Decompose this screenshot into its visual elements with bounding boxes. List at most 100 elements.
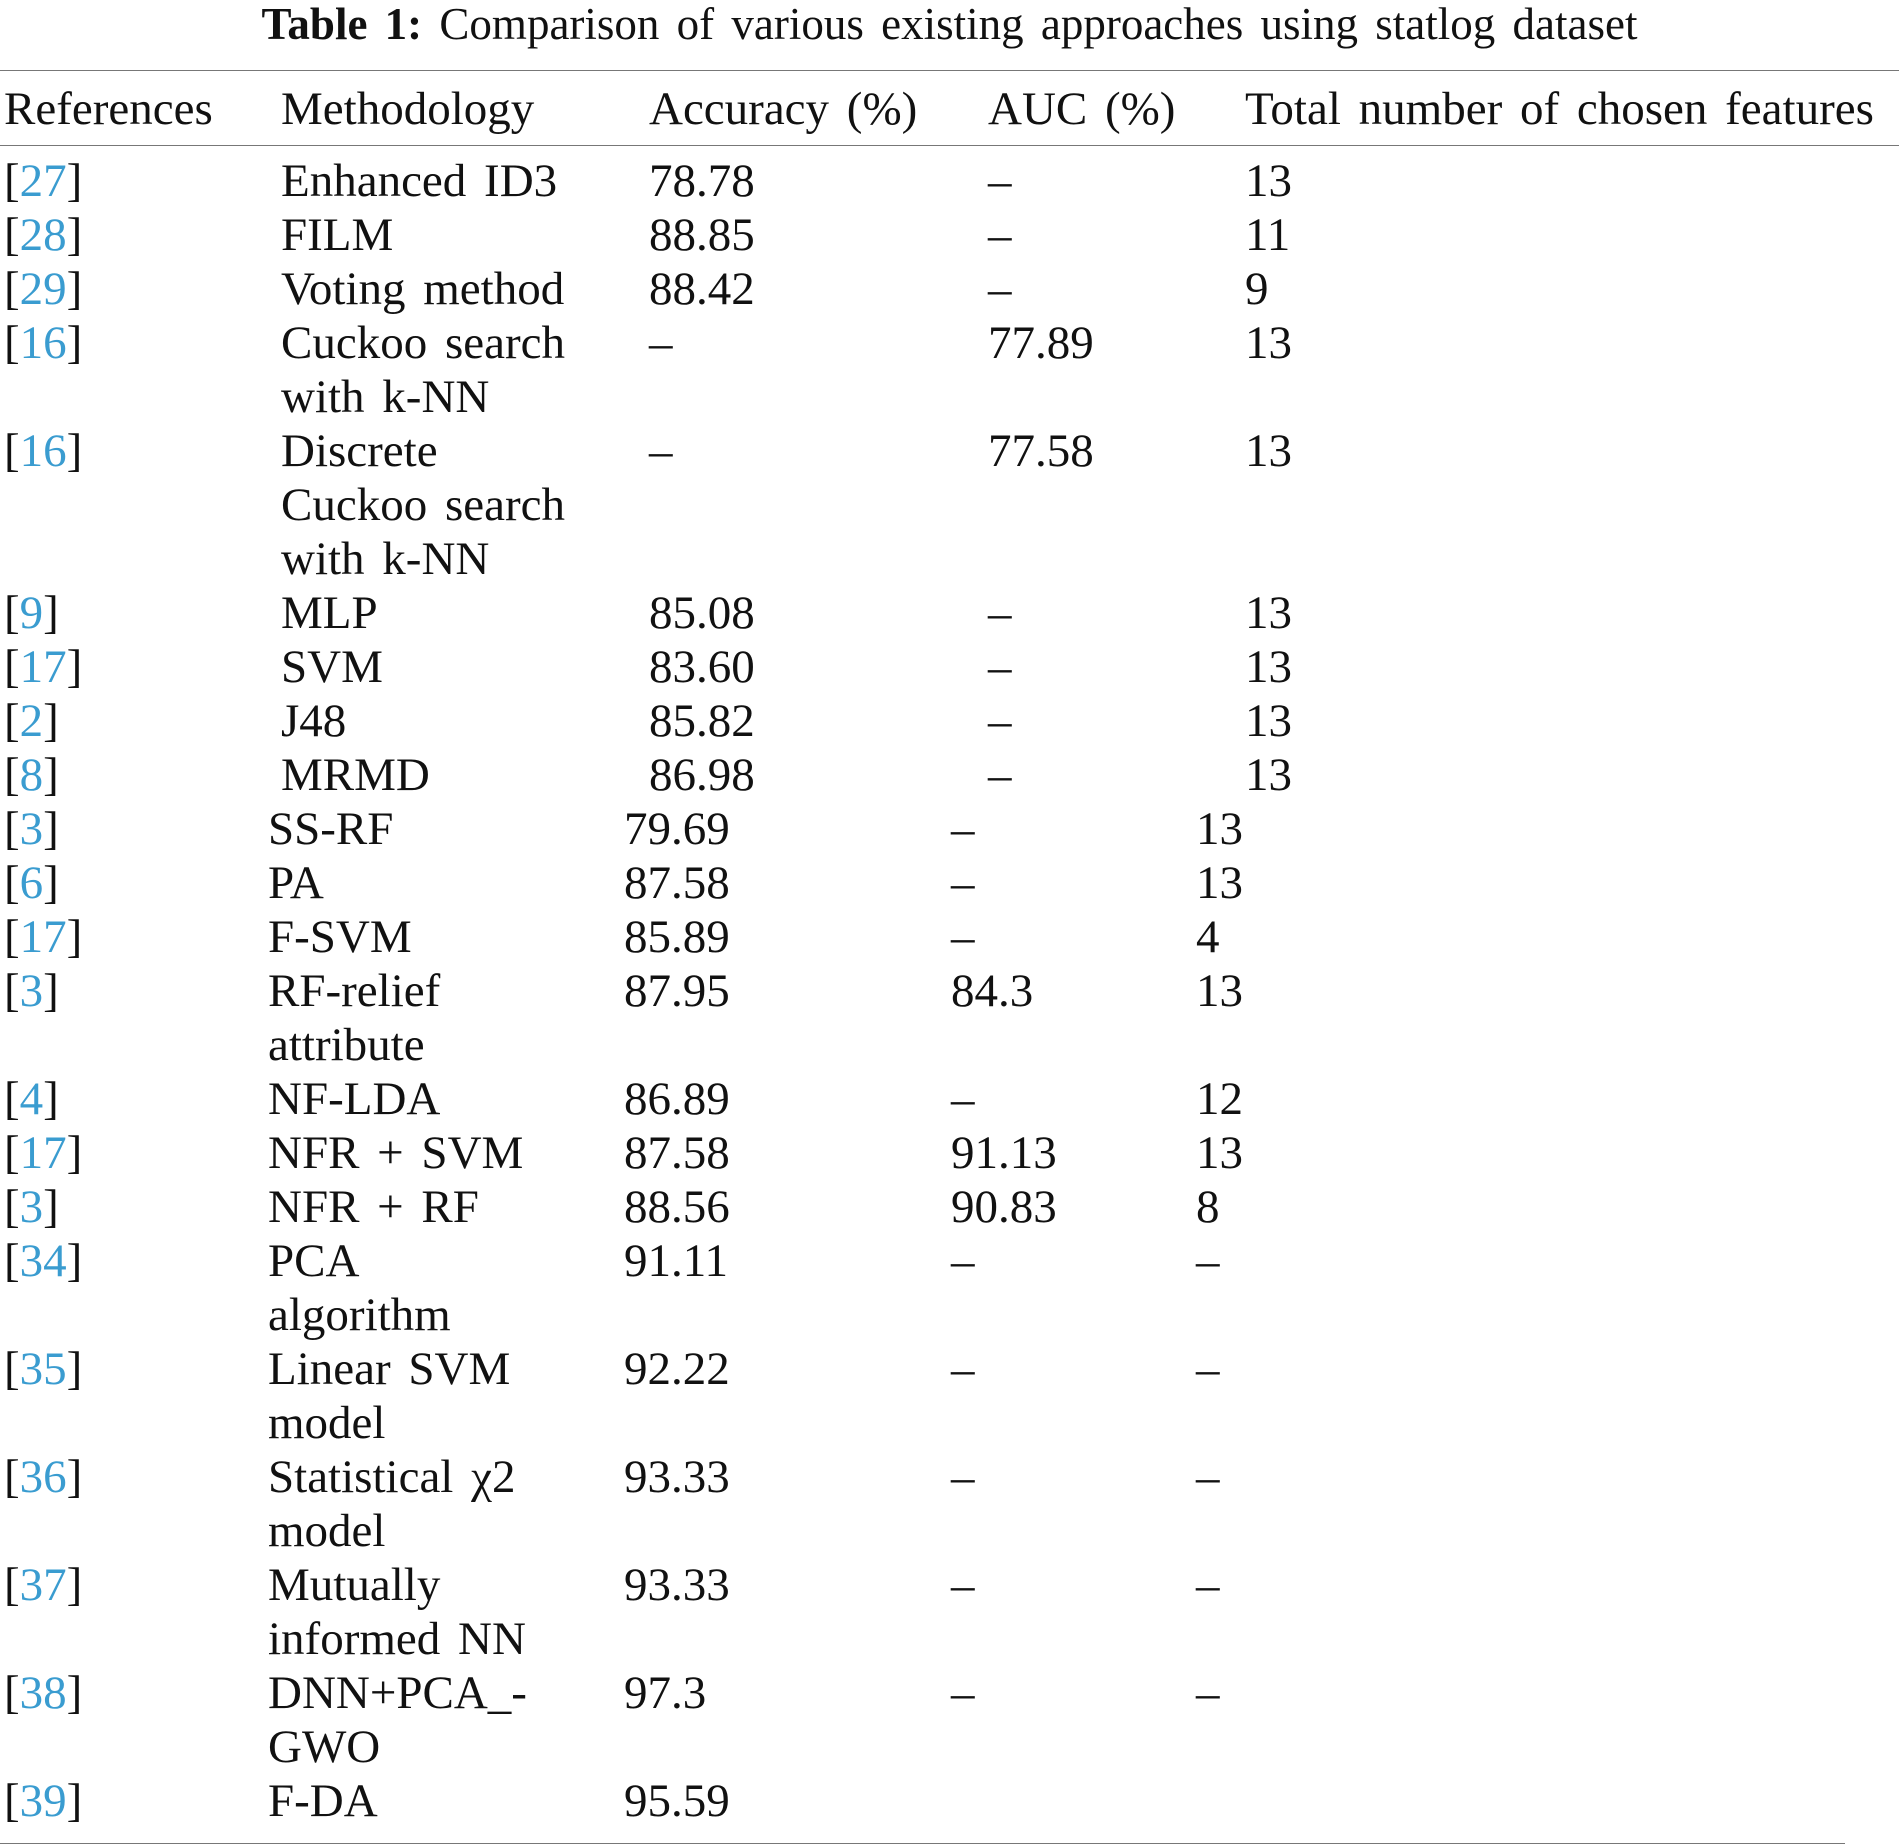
reference-link[interactable]: 16 [19,425,67,477]
features-cell: – [1196,1667,1220,1719]
methodology-cell: MLP [281,586,378,640]
accuracy-cell: – [649,425,673,477]
methodology-cell: Enhanced ID3 [281,154,557,208]
accuracy-cell: 79.69 [624,803,730,855]
features-cell: 13 [1245,425,1292,477]
auc-cell: 91.13 [951,1127,1057,1179]
reference-open-bracket: [ [4,965,20,1017]
table-row: [39] F-DA 95.59 [0,1774,1899,1828]
reference-close-bracket: ] [43,587,59,639]
reference-close-bracket: ] [66,1127,83,1179]
reference-link[interactable]: 17 [19,911,67,963]
features-cell: 9 [1245,263,1269,315]
reference-link[interactable]: 3 [19,803,44,855]
methodology-line: Voting method [281,263,565,315]
reference-link[interactable]: 17 [19,641,67,693]
methodology-line: RF-relief [268,965,441,1017]
methodology-line: NFR + RF [268,1181,479,1233]
reference-cell: [17] [4,910,82,964]
reference-link[interactable]: 9 [19,587,44,639]
reference-link[interactable]: 35 [19,1343,67,1395]
reference-open-bracket: [ [4,911,20,963]
reference-link[interactable]: 38 [19,1667,67,1719]
reference-link[interactable]: 8 [19,749,44,801]
reference-link[interactable]: 6 [19,857,44,909]
auc-cell: – [988,749,1012,801]
features-cell: 13 [1245,587,1292,639]
auc-cell: – [951,1073,975,1125]
accuracy-cell: 91.11 [624,1235,729,1287]
table-row: [17] F-SVM 85.89 – 4 [0,910,1899,964]
reference-open-bracket: [ [4,695,20,747]
table-row: [36] Statistical χ2 model 93.33 – – [0,1450,1899,1558]
accuracy-cell: 83.60 [649,641,755,693]
table-caption-label: Table 1: [261,0,423,49]
table-row: [16] Cuckoo search with k-NN – 77.89 13 [0,316,1899,424]
accuracy-cell: 87.58 [624,857,730,909]
reference-open-bracket: [ [4,155,20,207]
methodology-line: F-SVM [268,911,412,963]
methodology-cell: SS-RF [268,802,393,856]
accuracy-cell: 78.78 [649,155,755,207]
reference-link[interactable]: 28 [19,209,67,261]
accuracy-cell: 88.42 [649,263,755,315]
reference-cell: [16] [4,316,82,370]
methodology-cell: Linear SVM model [268,1342,510,1450]
methodology-line: with k-NN [281,371,490,423]
reference-open-bracket: [ [4,587,20,639]
table-row: [2] J48 85.82 – 13 [0,694,1899,748]
reference-link[interactable]: 37 [19,1559,67,1611]
methodology-line: informed NN [268,1613,526,1665]
header-methodology: Methodology [281,83,535,135]
accuracy-cell: 95.59 [624,1775,730,1827]
methodology-cell: Cuckoo search with k-NN [281,316,565,424]
reference-open-bracket: [ [4,641,20,693]
table-row: [6] PA 87.58 – 13 [0,856,1899,910]
methodology-cell: Discrete Cuckoo search with k-NN [281,424,565,586]
features-cell: – [1196,1343,1220,1395]
methodology-line: SVM [281,641,383,693]
reference-cell: [17] [4,1126,82,1180]
reference-link[interactable]: 17 [19,1127,67,1179]
accuracy-cell: 87.58 [624,1127,730,1179]
reference-link[interactable]: 16 [19,317,67,369]
methodology-cell: Voting method [281,262,564,316]
auc-cell: – [988,641,1012,693]
auc-cell: – [988,587,1012,639]
methodology-line: MRMD [281,749,430,801]
reference-link[interactable]: 3 [19,965,44,1017]
methodology-cell: PA [268,856,324,910]
reference-link[interactable]: 2 [19,695,44,747]
reference-open-bracket: [ [4,317,20,369]
reference-link[interactable]: 4 [19,1073,44,1125]
header-total-features: Total number of chosen features [1245,83,1874,135]
methodology-line: NF-LDA [268,1073,441,1125]
reference-close-bracket: ] [66,641,83,693]
methodology-line: SS-RF [268,803,394,855]
reference-link[interactable]: 39 [19,1775,67,1827]
methodology-cell: Statistical χ2 model [268,1450,515,1558]
reference-link[interactable]: 36 [19,1451,67,1503]
features-cell: 13 [1196,803,1243,855]
methodology-cell: NF-LDA [268,1072,440,1126]
reference-cell: [27] [4,154,82,208]
table-bottom-rule [0,1843,1845,1844]
auc-cell: – [951,1559,975,1611]
table-caption: Table 1: Comparison of various existing … [0,0,1899,48]
reference-link[interactable]: 3 [19,1181,44,1233]
features-cell: 13 [1245,749,1292,801]
reference-link[interactable]: 29 [19,263,67,315]
methodology-line: MLP [281,587,378,639]
methodology-line: PA [268,857,324,909]
auc-cell: – [988,263,1012,315]
reference-link[interactable]: 34 [19,1235,67,1287]
reference-cell: [6] [4,856,59,910]
reference-close-bracket: ] [66,155,83,207]
auc-cell: – [951,857,975,909]
accuracy-cell: 85.08 [649,587,755,639]
accuracy-cell: 92.22 [624,1343,730,1395]
features-cell: 12 [1196,1073,1243,1125]
reference-open-bracket: [ [4,1235,20,1287]
reference-open-bracket: [ [4,1559,20,1611]
reference-link[interactable]: 27 [19,155,67,207]
